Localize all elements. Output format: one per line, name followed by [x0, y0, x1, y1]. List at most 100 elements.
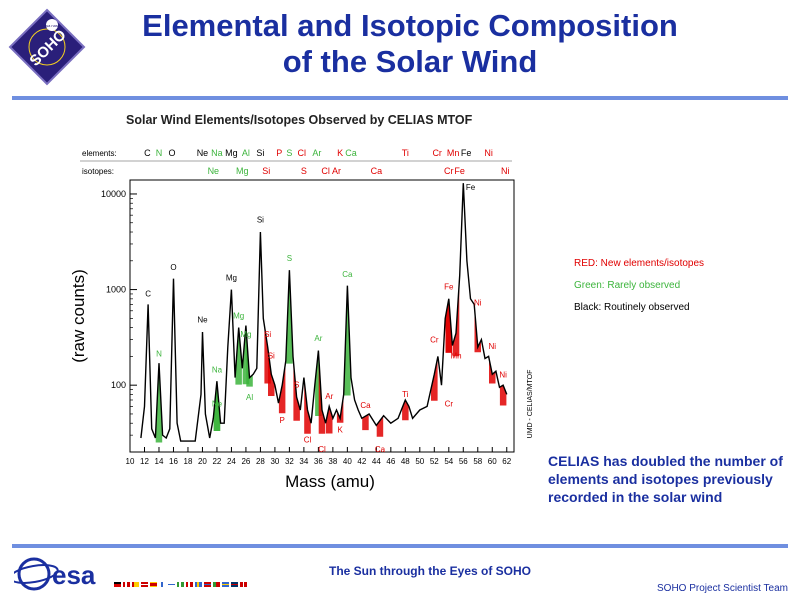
soho-logo: SOHO esa nasa	[8, 8, 86, 86]
peak-fill	[445, 298, 453, 353]
element-row-label: Cr	[432, 148, 442, 158]
mass-spectrum-chart: Solar Wind Elements/Isotopes Observed by…	[69, 113, 534, 491]
element-row-label: Ti	[402, 148, 409, 158]
peak-label: Ni	[488, 342, 496, 351]
x-tick-label: 26	[241, 457, 250, 466]
peak-label: Mg	[233, 311, 244, 320]
peak-label: Na	[212, 366, 223, 375]
x-tick-label: 32	[285, 457, 294, 466]
isotope-row-label: Cr	[444, 166, 454, 176]
x-tick-label: 44	[372, 457, 381, 466]
peak-label: Fe	[466, 183, 476, 192]
peak-label: N	[156, 349, 162, 358]
isotope-row-label: S	[301, 166, 307, 176]
x-tick-label: 60	[488, 457, 497, 466]
y-axis-label: (raw counts)	[69, 269, 88, 363]
esa-ring-icon	[17, 557, 51, 591]
series-line-spectrum	[140, 183, 508, 442]
element-row-label: Cl	[297, 148, 306, 158]
x-tick-label: 50	[415, 457, 424, 466]
element-row-label: Ca	[345, 148, 357, 158]
peak-label: Cr	[445, 399, 454, 408]
x-tick-label: 20	[198, 457, 207, 466]
page-title: Elemental and Isotopic Composition of th…	[100, 8, 720, 80]
title-line1: Elemental and Isotopic Composition	[142, 8, 678, 43]
element-row-label: Ne	[197, 148, 209, 158]
isotope-row-label: Ca	[371, 166, 383, 176]
peak-label: Ar	[325, 392, 333, 401]
x-tick-label: 48	[401, 457, 410, 466]
peak-label: Ne	[212, 399, 223, 408]
y-tick-label: 1000	[106, 285, 126, 295]
peak-fill	[489, 358, 496, 384]
x-tick-label: 36	[314, 457, 323, 466]
x-tick-label: 56	[459, 457, 468, 466]
legend-red: RED: New elements/isotopes	[574, 258, 705, 269]
x-tick-label: 22	[212, 457, 221, 466]
peak-fill	[304, 380, 311, 434]
peak-fill	[474, 308, 481, 353]
peak-label: Ti	[402, 390, 409, 399]
peak-label: Fe	[444, 283, 454, 292]
peak-fill	[268, 349, 275, 396]
chart-figure: Solar Wind Elements/Isotopes Observed by…	[60, 104, 548, 492]
x-tick-label: 40	[343, 457, 352, 466]
isotope-row-label: Fe	[454, 166, 465, 176]
element-row-label: S	[286, 148, 292, 158]
peak-label: Si	[264, 330, 271, 339]
peak-label: S	[294, 380, 299, 389]
peak-label: Ca	[375, 445, 386, 454]
peak-fill	[318, 356, 326, 434]
element-row-label: C	[144, 148, 151, 158]
peak-label: Mn	[450, 352, 461, 361]
peak-label: Si	[257, 216, 264, 225]
isotope-row-label: Si	[262, 166, 270, 176]
isotope-row-label: Ni	[501, 166, 510, 176]
x-tick-label: 54	[444, 457, 453, 466]
peak-fill	[344, 285, 351, 396]
x-axis-label: Mass (amu)	[285, 472, 375, 491]
esa-logo: esa	[9, 556, 314, 596]
peak-label: Ca	[342, 270, 353, 279]
element-row-label: Ni	[484, 148, 493, 158]
peak-label: K	[337, 425, 343, 434]
peak-fill	[213, 381, 221, 431]
peak-fill	[155, 363, 163, 443]
isotope-row-label: Mg	[236, 166, 249, 176]
x-tick-label: 42	[357, 457, 366, 466]
chart-title: Solar Wind Elements/Isotopes Observed by…	[126, 113, 473, 127]
legend-green: Green: Rarely observed	[574, 280, 681, 291]
member-flags	[114, 582, 247, 587]
title-line2: of the Solar Wind	[282, 44, 538, 79]
peak-label: O	[170, 263, 176, 272]
isotope-row-label: Ar	[332, 166, 341, 176]
peak-fill	[286, 270, 293, 364]
peak-label: Ni	[474, 299, 482, 308]
peak-label: Ne	[197, 316, 208, 325]
peak-label: Cr	[430, 335, 439, 344]
x-tick-label: 58	[473, 457, 482, 466]
element-row-label: Fe	[461, 148, 472, 158]
esa-text: esa	[52, 560, 96, 590]
peak-label: S	[287, 254, 292, 263]
chart-credit: UMD - CELIAS/MTOF	[527, 370, 534, 439]
x-tick-label: 10	[126, 457, 135, 466]
x-tick-label: 46	[386, 457, 395, 466]
x-tick-label: 38	[328, 457, 337, 466]
x-tick-label: 14	[155, 457, 164, 466]
x-tick-label: 16	[169, 457, 178, 466]
y-tick-label: 10000	[101, 189, 126, 199]
peak-label: Mg	[240, 330, 251, 339]
element-row-label: Ar	[312, 148, 321, 158]
element-row-label: Al	[242, 148, 250, 158]
peak-fill	[376, 416, 384, 437]
peak-label: Ca	[360, 401, 371, 410]
peak-label: Al	[246, 393, 253, 402]
peak-label: Cl	[318, 445, 326, 454]
isotope-row-label: Ne	[208, 166, 220, 176]
isotope-row-label: Cl	[321, 166, 330, 176]
peak-label: Ni	[499, 371, 507, 380]
element-row-label: N	[156, 148, 163, 158]
legend: RED: New elements/isotopes Green: Rarely…	[574, 258, 704, 324]
x-tick-label: 62	[502, 457, 511, 466]
